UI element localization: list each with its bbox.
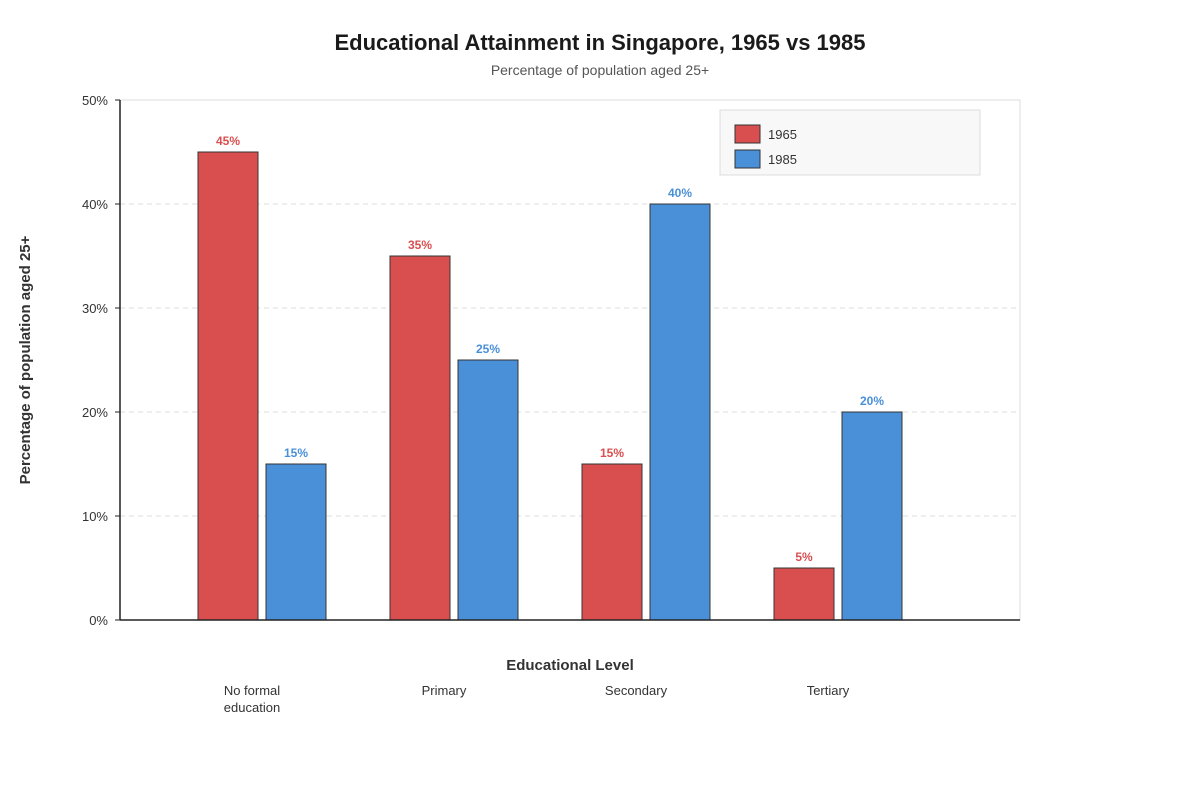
bar-1985 (649, 203, 711, 621)
data-label-1985: 20% (860, 394, 884, 408)
x-tick-label: Secondary (605, 683, 668, 698)
bars (197, 151, 903, 621)
y-axis-label: Percentage of population aged 25+ (17, 235, 34, 484)
y-tick-label: 0% (89, 613, 108, 628)
legend-swatch-1965 (734, 124, 761, 144)
data-label-1965: 15% (600, 446, 624, 460)
data-labels: 45% 35% 15% 5% 15% 25% 40% 20% (216, 134, 884, 564)
bar-1965 (581, 463, 643, 621)
data-label-1985: 40% (668, 186, 692, 200)
x-axis-label: Educational Level (506, 657, 634, 674)
bar-1965 (773, 567, 835, 621)
bar-1985 (457, 359, 519, 621)
legend-swatch-1985 (734, 149, 761, 169)
bar-1965 (389, 255, 451, 621)
x-tick-label: Tertiary (807, 683, 850, 698)
y-ticks: 0% 10% 20% 30% 40% 50% (82, 93, 120, 628)
y-tick-label: 20% (82, 405, 108, 420)
x-ticks: No formal education Primary Secondary Tertia… (224, 683, 850, 715)
legend-label-1985: 1985 (768, 152, 797, 167)
legend-label-1965: 1965 (768, 127, 797, 142)
data-label-1965: 5% (795, 550, 813, 564)
x-tick-label: Primary (422, 683, 467, 698)
data-label-1965: 45% (216, 134, 240, 148)
data-label-1985: 15% (284, 446, 308, 460)
data-label-1965: 35% (408, 238, 432, 252)
y-tick-label: 10% (82, 509, 108, 524)
y-tick-label: 40% (82, 197, 108, 212)
legend-box (719, 109, 981, 176)
y-tick-label: 50% (82, 93, 108, 108)
chart-subtitle: Percentage of population aged 25+ (491, 62, 709, 78)
chart-title: Educational Attainment in Singapore, 196… (334, 30, 865, 55)
legend: 1965 1985 (719, 109, 981, 176)
y-tick-label: 30% (82, 301, 108, 316)
data-label-1985: 25% (476, 342, 500, 356)
bar-1965 (197, 151, 259, 621)
bar-1985 (841, 411, 903, 621)
x-tick-label: No formal education (224, 683, 280, 715)
bar-1985 (265, 463, 327, 621)
